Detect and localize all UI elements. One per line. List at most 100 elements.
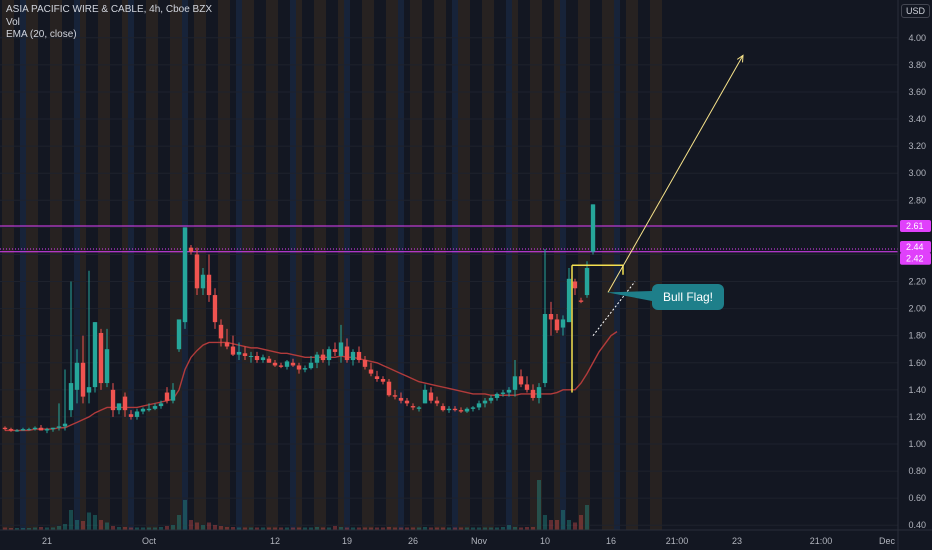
candle: [530, 384, 536, 401]
volume-bar: [183, 500, 187, 530]
candle-body: [350, 351, 356, 361]
volume-bar: [93, 515, 97, 530]
session-band: [122, 0, 128, 530]
session-band: [278, 0, 284, 530]
volume-bar: [225, 527, 229, 530]
volume-bar: [369, 527, 373, 530]
volume-bar: [57, 526, 61, 530]
candle-body: [140, 408, 146, 412]
candle-body: [380, 379, 386, 382]
candle: [308, 355, 314, 370]
session-band: [86, 0, 92, 530]
candle-body: [368, 369, 374, 374]
session-band: [416, 0, 422, 530]
volume-bar: [3, 527, 7, 530]
candle-body: [86, 387, 92, 393]
volume-bar: [429, 527, 433, 530]
session-band: [320, 0, 326, 530]
price-tag-box: [900, 220, 931, 233]
candle: [146, 403, 152, 412]
candle: [470, 406, 476, 412]
candle-body: [200, 274, 206, 289]
candle: [458, 407, 464, 413]
y-tick-label: 2.00: [908, 304, 926, 314]
volume-bar: [261, 527, 265, 530]
session-band: [230, 0, 236, 530]
session-band: [452, 0, 458, 530]
candle-body: [536, 387, 542, 398]
session-band: [32, 0, 38, 530]
volume-bar: [111, 526, 115, 530]
candle-body: [572, 281, 578, 289]
volume-bar: [189, 520, 193, 530]
session-band: [314, 0, 320, 530]
session-band: [170, 0, 176, 530]
candle-body: [458, 410, 464, 412]
candle: [74, 349, 80, 404]
session-band: [104, 0, 110, 530]
session-band: [218, 0, 224, 530]
y-tick-label: 1.80: [908, 331, 926, 341]
session-band: [26, 0, 32, 530]
volume-bar: [129, 527, 133, 530]
volume-bar: [75, 520, 79, 530]
volume-bar: [435, 527, 439, 530]
volume-bar: [453, 527, 457, 530]
session-band: [50, 0, 56, 530]
candle: [356, 346, 362, 363]
x-tick-label: Oct: [142, 536, 157, 546]
candle-body: [224, 342, 230, 347]
candle-body: [194, 254, 200, 289]
session-band: [482, 0, 488, 530]
y-tick-label: 2.80: [908, 195, 926, 205]
volume-bar: [393, 527, 397, 530]
volume-bar: [339, 527, 343, 530]
y-tick-label: 1.40: [908, 385, 926, 395]
candle: [410, 403, 416, 411]
volume-bar: [321, 527, 325, 530]
volume-bar: [525, 527, 529, 530]
candle-body: [92, 322, 98, 388]
candle-body: [482, 400, 488, 404]
candle-body: [242, 353, 248, 356]
candle-body: [20, 429, 26, 431]
volume-bar: [135, 527, 139, 530]
candle-body: [14, 430, 20, 432]
session-band: [68, 0, 74, 530]
session-band: [236, 0, 242, 530]
candle-body: [446, 408, 452, 411]
candle-body: [362, 360, 368, 367]
candle-body: [230, 346, 236, 355]
currency-button[interactable]: USD: [901, 4, 931, 18]
x-tick-label: 16: [606, 536, 616, 546]
candle: [554, 314, 560, 333]
volume-bar: [363, 527, 367, 530]
session-band: [272, 0, 278, 530]
candle-body: [302, 368, 308, 370]
y-tick-label: 0.80: [908, 466, 926, 476]
candle: [290, 358, 296, 367]
candle: [176, 319, 182, 352]
candle: [392, 389, 398, 400]
volume-bar: [207, 522, 211, 530]
candle: [230, 335, 236, 356]
candle: [386, 379, 392, 397]
x-tick-label: Nov: [471, 536, 488, 546]
session-band: [260, 0, 266, 530]
session-band: [200, 0, 206, 530]
candle-body: [470, 407, 476, 409]
session-band: [536, 0, 542, 530]
candle: [374, 370, 380, 382]
session-band: [506, 0, 512, 530]
projection-arrow: [607, 55, 744, 293]
price-tag-box: [900, 241, 931, 254]
session-band: [284, 0, 290, 530]
x-tick-label: 26: [408, 536, 418, 546]
session-band: [644, 0, 650, 530]
candle: [476, 400, 482, 411]
volume-bar: [201, 525, 205, 530]
candle-body: [344, 346, 350, 361]
candle-body: [308, 362, 314, 369]
candle-body: [248, 355, 254, 357]
